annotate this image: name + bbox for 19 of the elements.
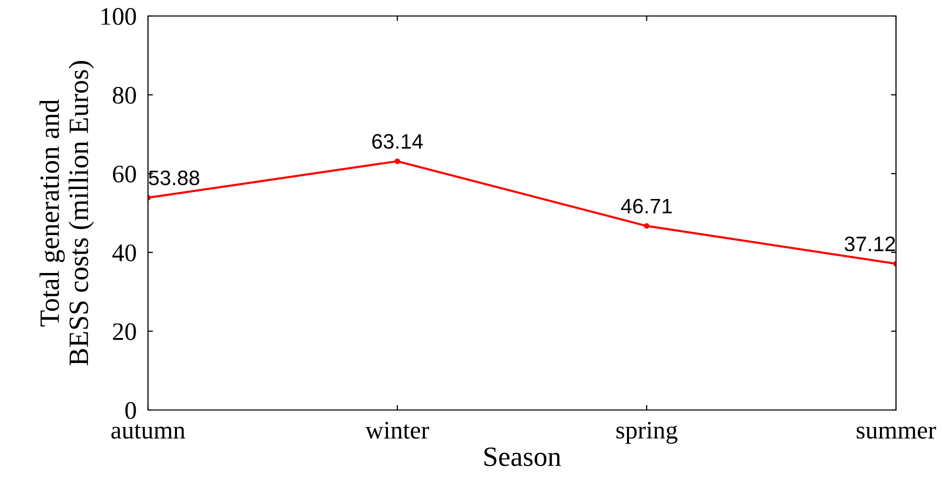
y-tick-label: 60 <box>112 166 136 183</box>
data-label: 53.88 <box>148 170 200 186</box>
data-label: 37.12 <box>844 236 895 252</box>
point <box>394 158 400 164</box>
y-tick-label: 40 <box>112 244 136 262</box>
y-tick-label: 100 <box>102 8 136 25</box>
x-tick-label: summer <box>856 426 936 439</box>
y-tick-label: 0 <box>125 402 136 419</box>
y-axis-title: Total generation and BESS costs (million Euros) <box>40 61 94 366</box>
y-tick-label: 20 <box>112 323 136 340</box>
data-label: 63.14 <box>372 134 423 149</box>
line-series <box>148 158 896 267</box>
x-tick-label: spring <box>616 422 678 444</box>
x-tick-label: autumn <box>111 424 186 439</box>
y-tick-label: 80 <box>112 86 136 104</box>
x-tick-label: winter <box>365 422 430 439</box>
x-axis-title: Season <box>484 447 561 466</box>
point <box>644 223 650 229</box>
data-label: 46.71 <box>621 198 672 214</box>
